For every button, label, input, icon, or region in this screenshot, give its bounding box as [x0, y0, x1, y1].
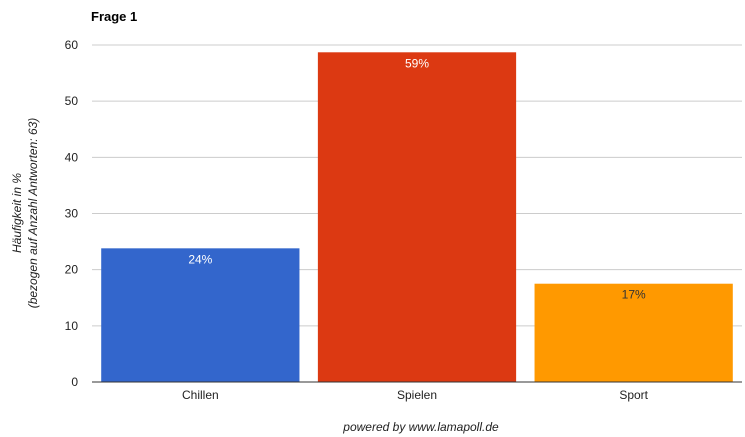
- y-tick-label: 0: [71, 375, 78, 389]
- y-axis-label-line-1: Häufigkeit in %: [10, 173, 24, 253]
- chart-title: Frage 1: [91, 9, 137, 24]
- x-tick-label-spielen: Spielen: [397, 388, 437, 402]
- data-label-chillen: 24%: [188, 252, 212, 266]
- data-labels: 24% 59% 17%: [188, 56, 646, 301]
- y-tick-label: 40: [65, 150, 79, 164]
- footer-credit: powered by www.lamapoll.de: [342, 420, 499, 434]
- y-axis-label-line-2: (bezogen auf Anzahl Antworten: 63): [26, 118, 40, 309]
- x-tick-label-chillen: Chillen: [182, 388, 219, 402]
- y-tick-labels: 0 10 20 30 40 50 60: [65, 38, 79, 389]
- bar-sport: [534, 283, 733, 382]
- y-tick-label: 60: [65, 38, 79, 52]
- y-axis-label: Häufigkeit in % (bezogen auf Anzahl Antw…: [10, 118, 40, 309]
- y-tick-label: 50: [65, 94, 79, 108]
- data-label-spielen: 59%: [405, 56, 429, 70]
- bar-chillen: [101, 248, 300, 382]
- x-tick-labels: Chillen Spielen Sport: [182, 388, 649, 402]
- y-tick-label: 30: [65, 207, 79, 221]
- y-tick-label: 20: [65, 263, 79, 277]
- x-tick-label-sport: Sport: [619, 388, 648, 402]
- data-label-sport: 17%: [622, 288, 646, 302]
- bar-spielen: [317, 52, 517, 382]
- bars: [101, 52, 733, 382]
- y-tick-label: 10: [65, 319, 79, 333]
